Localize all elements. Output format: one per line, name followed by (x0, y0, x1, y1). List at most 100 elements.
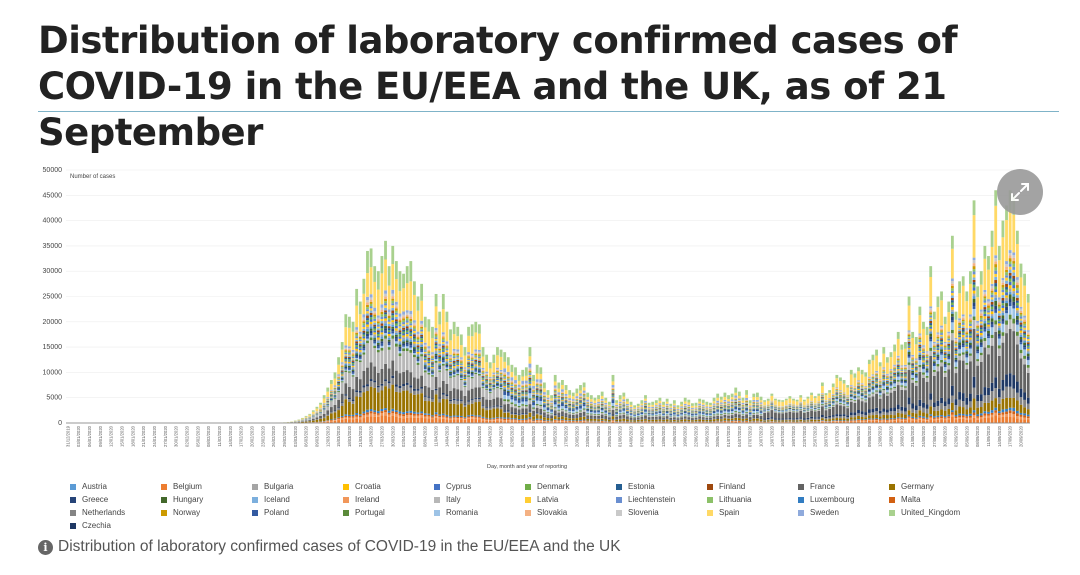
bar-segment (705, 401, 709, 405)
bar-segment (524, 390, 528, 392)
bar-segment (405, 312, 409, 315)
bar-segment (550, 406, 554, 408)
bar-segment (680, 414, 683, 416)
bar-stack (405, 266, 409, 423)
bar-segment (524, 389, 528, 391)
bar-segment (449, 358, 452, 360)
bar-segment (344, 362, 348, 364)
bar-segment (727, 414, 730, 416)
bar-segment (384, 312, 387, 315)
bar-segment (344, 314, 348, 328)
bar-segment (376, 416, 380, 423)
bar-segment (723, 421, 727, 423)
bar-segment (727, 405, 730, 406)
bar-segment (535, 390, 539, 392)
bar-segment (420, 340, 424, 342)
bar-segment (376, 289, 380, 316)
bar-segment (431, 399, 434, 402)
bar-segment (564, 404, 568, 405)
bar-segment (499, 375, 503, 377)
bar-stack (792, 398, 795, 423)
bar-segment (355, 348, 359, 351)
bar-segment (719, 410, 723, 412)
bar-segment (459, 417, 463, 418)
bar-segment (384, 316, 387, 319)
bar-segment (579, 406, 582, 409)
bar-segment (745, 407, 748, 408)
bar-segment (514, 413, 517, 415)
bar-segment (467, 358, 470, 360)
bar-segment (503, 404, 507, 411)
bar-segment (828, 415, 832, 418)
bar-segment (387, 323, 391, 327)
bar-segment (423, 350, 427, 352)
bar-segment (456, 356, 460, 358)
bar-segment (355, 334, 359, 337)
bar-segment (597, 409, 600, 410)
bar-segment (503, 378, 507, 380)
bar-segment (387, 320, 391, 322)
bar-segment (582, 401, 586, 403)
bar-segment (582, 411, 586, 416)
bar-segment (373, 307, 377, 311)
bar-segment (492, 389, 496, 399)
bar-segment (434, 412, 438, 415)
bar-segment (611, 393, 615, 395)
bar-segment (492, 398, 496, 406)
bar-segment (351, 354, 355, 356)
bar-segment (568, 390, 572, 395)
bar-segment (571, 392, 575, 397)
bar-segment (333, 419, 337, 421)
bar-segment (730, 409, 734, 412)
bar-segment (683, 403, 687, 406)
bar-segment (405, 417, 409, 423)
bar-segment (546, 420, 550, 422)
bar-segment (467, 365, 470, 368)
bar-segment (564, 420, 568, 422)
bar-segment (550, 395, 554, 399)
bar-segment (423, 357, 427, 359)
bar-segment (781, 413, 785, 419)
bar-segment (477, 365, 481, 367)
bar-segment (416, 345, 420, 348)
bar-segment (651, 414, 655, 416)
bar-segment (337, 400, 340, 408)
bar-stack (795, 399, 799, 423)
y-tick-label: 50000 (43, 167, 63, 174)
bar-segment (477, 362, 481, 364)
bar-segment (369, 301, 373, 304)
bar-segment (737, 400, 741, 401)
bar-segment (730, 418, 734, 421)
bar-segment (795, 401, 799, 406)
bar-segment (387, 345, 391, 348)
bar-segment (575, 403, 579, 404)
bar-segment (394, 279, 398, 302)
bar-segment (503, 352, 507, 362)
bar-segment (741, 409, 745, 410)
bar-segment (387, 337, 391, 340)
bar-segment (329, 398, 333, 400)
bar-segment (698, 416, 702, 419)
bar-segment (546, 422, 550, 423)
bar-segment (586, 421, 590, 422)
bar-segment (329, 394, 333, 396)
bar-segment (380, 338, 384, 342)
bar-segment (441, 293, 445, 310)
bar-segment (600, 407, 604, 409)
bar-segment (506, 392, 510, 396)
bar-segment (741, 402, 745, 405)
bar-segment (420, 354, 424, 357)
bar-segment (600, 422, 604, 423)
bar-segment (351, 331, 355, 350)
bar-segment (806, 408, 810, 409)
bar-segment (611, 415, 615, 417)
bar-segment (474, 369, 478, 371)
bar-segment (333, 388, 337, 390)
bar-segment (629, 406, 633, 408)
bar-segment (691, 418, 694, 420)
bar-segment (394, 413, 398, 417)
bar-segment (355, 336, 359, 339)
bar-segment (373, 328, 377, 331)
bar-segment (409, 329, 413, 331)
bar-segment (564, 395, 568, 397)
